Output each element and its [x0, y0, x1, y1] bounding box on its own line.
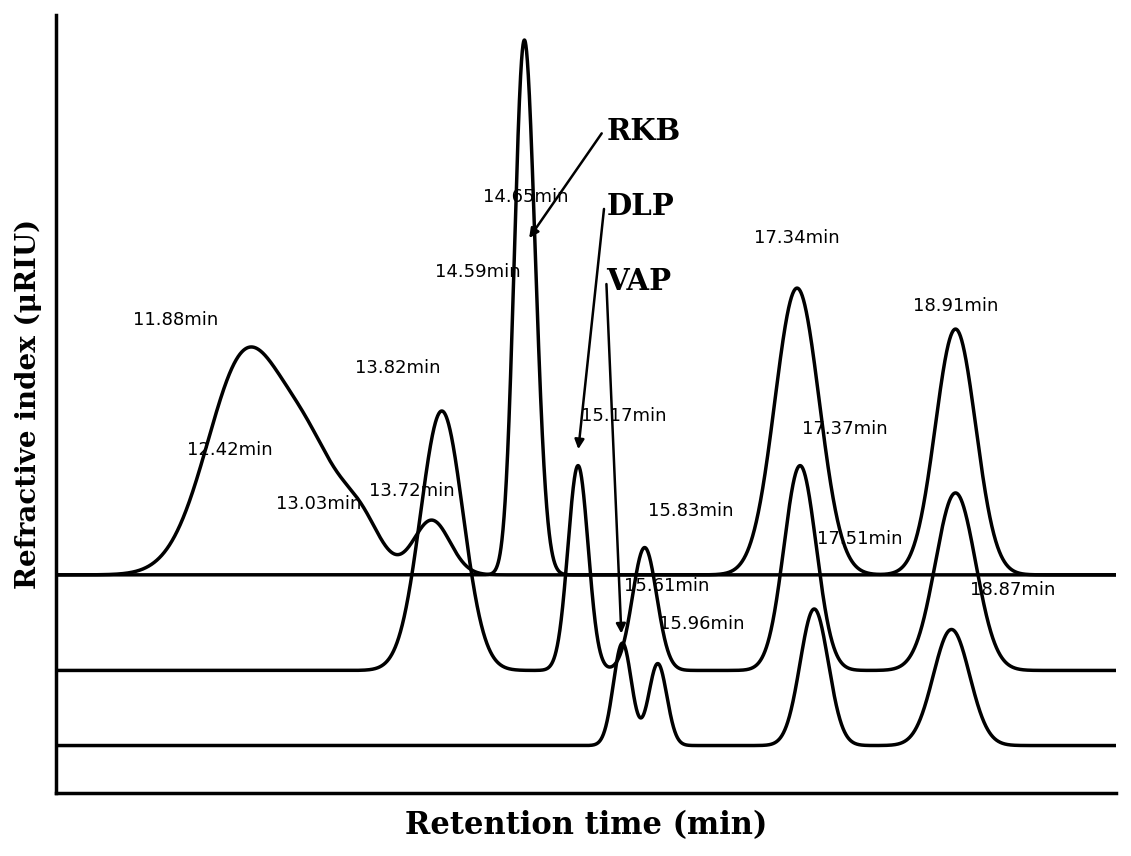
X-axis label: Retention time (min): Retention time (min): [405, 810, 767, 841]
Text: 15.61min: 15.61min: [624, 577, 710, 595]
Text: 12.42min: 12.42min: [187, 441, 273, 459]
Y-axis label: Refractive index (μRIU): Refractive index (μRIU): [15, 219, 42, 589]
Text: RKB: RKB: [606, 116, 681, 146]
Text: 15.17min: 15.17min: [581, 407, 666, 425]
Text: VAP: VAP: [606, 267, 672, 296]
Text: 17.51min: 17.51min: [818, 530, 903, 548]
Text: 11.88min: 11.88min: [132, 311, 218, 329]
Text: 14.59min: 14.59min: [435, 264, 521, 282]
Text: 15.83min: 15.83min: [648, 502, 733, 520]
Text: 18.91min: 18.91min: [913, 297, 999, 315]
Text: 14.65min: 14.65min: [483, 188, 568, 206]
Text: DLP: DLP: [606, 192, 674, 221]
Text: 18.87min: 18.87min: [969, 580, 1055, 598]
Text: 13.82min: 13.82min: [355, 359, 440, 377]
Text: 13.03min: 13.03min: [276, 496, 361, 514]
Text: 13.72min: 13.72min: [369, 482, 455, 500]
Text: 15.96min: 15.96min: [658, 615, 744, 633]
Text: 17.37min: 17.37min: [802, 420, 888, 438]
Text: 17.34min: 17.34min: [754, 229, 840, 247]
